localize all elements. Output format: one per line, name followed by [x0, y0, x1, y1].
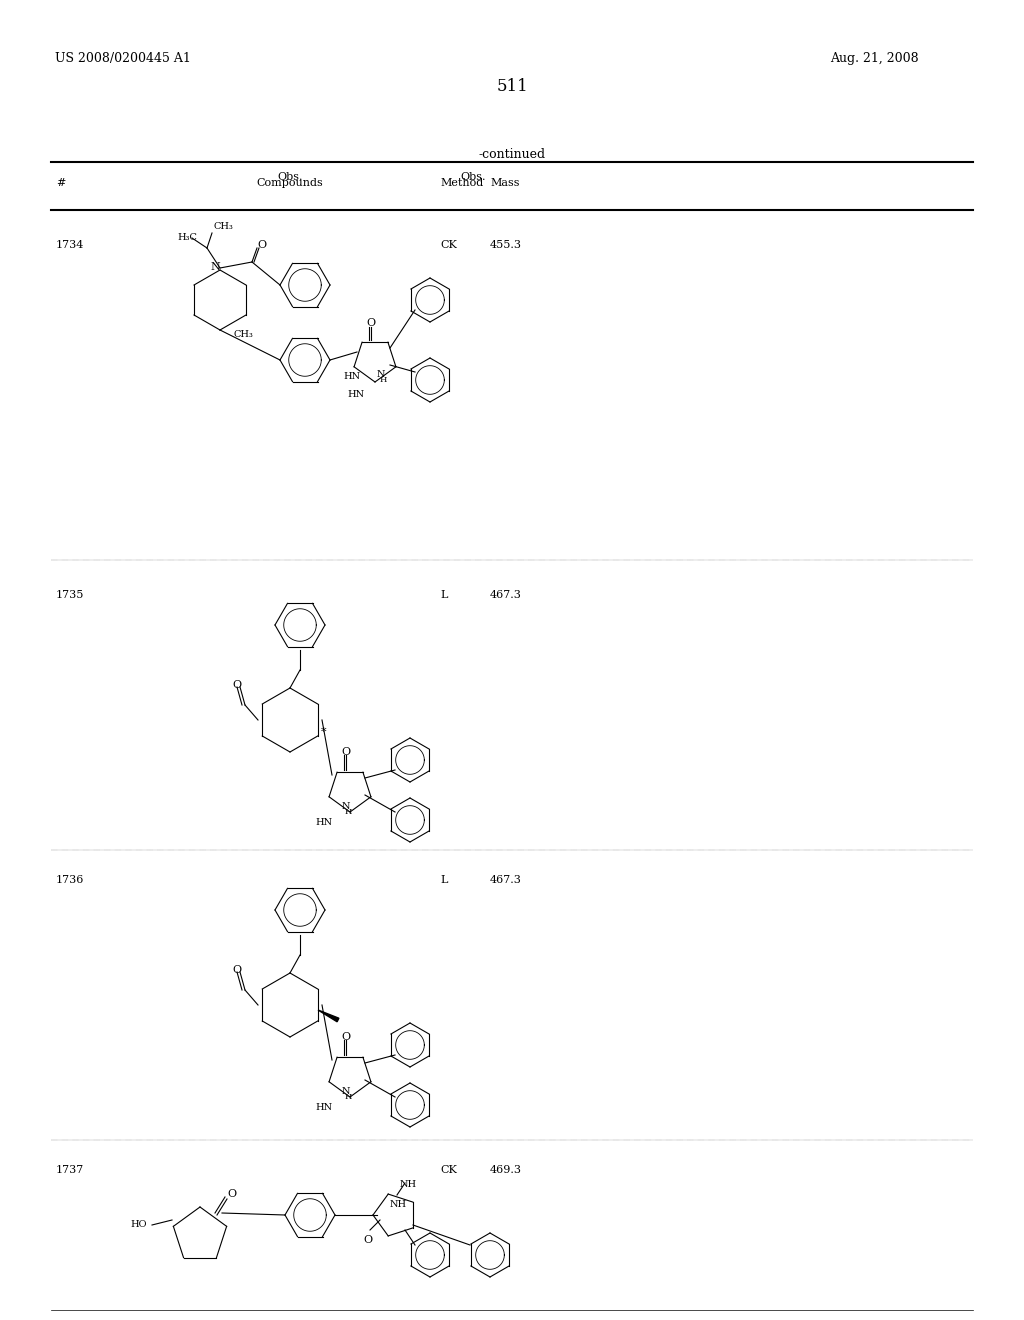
- Text: Mass: Mass: [490, 178, 519, 187]
- Text: O: O: [227, 1189, 237, 1199]
- Text: H: H: [380, 376, 387, 384]
- Text: 1734: 1734: [56, 240, 84, 249]
- Text: 469.3: 469.3: [490, 1166, 522, 1175]
- Text: Compounds: Compounds: [257, 178, 324, 187]
- Text: HN: HN: [315, 818, 332, 828]
- Text: Obs.: Obs.: [278, 172, 303, 182]
- Text: CK: CK: [440, 240, 457, 249]
- Text: Method: Method: [440, 178, 483, 187]
- Text: L: L: [440, 590, 447, 601]
- Text: O: O: [341, 747, 350, 756]
- Text: H: H: [345, 808, 352, 816]
- Text: 511: 511: [496, 78, 528, 95]
- Polygon shape: [318, 1010, 339, 1022]
- Text: 1735: 1735: [56, 590, 84, 601]
- Text: O: O: [257, 240, 266, 249]
- Text: N: N: [342, 1086, 350, 1096]
- Text: HN: HN: [315, 1104, 332, 1111]
- Text: CK: CK: [440, 1166, 457, 1175]
- Text: CH₃: CH₃: [234, 330, 254, 339]
- Text: Obs.: Obs.: [460, 172, 485, 182]
- Text: 1737: 1737: [56, 1166, 84, 1175]
- Text: 1736: 1736: [56, 875, 84, 884]
- Text: HO: HO: [130, 1220, 146, 1229]
- Text: 455.3: 455.3: [490, 240, 522, 249]
- Text: US 2008/0200445 A1: US 2008/0200445 A1: [55, 51, 190, 65]
- Text: N: N: [210, 261, 220, 272]
- Text: CH₃: CH₃: [213, 222, 232, 231]
- Text: O: O: [232, 965, 241, 975]
- Text: O: O: [362, 1236, 372, 1245]
- Text: HN: HN: [347, 389, 365, 399]
- Text: HN: HN: [343, 372, 360, 381]
- Text: NH: NH: [400, 1180, 417, 1189]
- Text: ∗: ∗: [319, 725, 328, 735]
- Text: N: N: [377, 370, 385, 379]
- Text: Aug. 21, 2008: Aug. 21, 2008: [830, 51, 919, 65]
- Text: O: O: [341, 1032, 350, 1041]
- Text: NH: NH: [390, 1200, 408, 1209]
- Text: H: H: [345, 1093, 352, 1101]
- Text: 467.3: 467.3: [490, 875, 522, 884]
- Text: #: #: [56, 178, 66, 187]
- Text: L: L: [440, 875, 447, 884]
- Text: O: O: [366, 318, 375, 327]
- Text: N: N: [342, 803, 350, 810]
- Text: -continued: -continued: [478, 148, 546, 161]
- Text: O: O: [232, 680, 241, 690]
- Text: H₃C: H₃C: [177, 234, 197, 242]
- Text: 467.3: 467.3: [490, 590, 522, 601]
